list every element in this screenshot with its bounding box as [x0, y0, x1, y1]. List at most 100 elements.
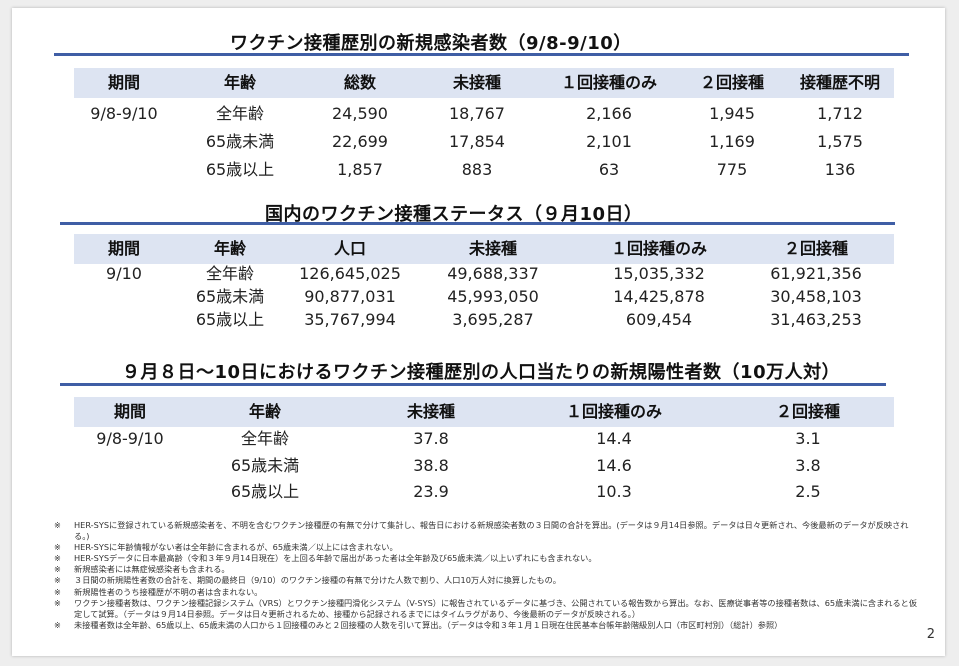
footnote-text: HER-SYSデータに日本最高齢（令和３年９月14日現在）を上回る年齢で届出があ… [74, 553, 597, 564]
section3-cell: 38.8 [413, 456, 449, 475]
section2-cell: 126,645,025 [299, 264, 401, 283]
section2-header-cell: １回接種のみ [610, 239, 707, 258]
section3-cell: 2.5 [795, 482, 821, 501]
section1-cell: 136 [824, 160, 856, 179]
section1-cell: 2,101 [586, 132, 632, 151]
section1-cell: 全年齢 [215, 104, 264, 123]
section2-cell: 30,458,103 [770, 287, 862, 306]
section2-cell: 609,454 [625, 310, 693, 329]
footnote-text: 新規感染者には無症候感染者も含まれる。 [74, 564, 230, 575]
footnote-mark: ※ [54, 575, 61, 586]
section3-cell: 14.4 [596, 429, 632, 448]
section1-title: ワクチン接種歴別の新規感染者数（9/8-9/10） [230, 33, 632, 54]
section1-cell: 1,169 [709, 132, 755, 151]
section1-header-cell: 総数 [343, 73, 376, 92]
section1-cell: 63 [598, 160, 620, 179]
section2-cell: 35,767,994 [304, 310, 396, 329]
section1-cell: 22,699 [332, 132, 388, 151]
page-number: 2 [926, 627, 935, 642]
footnote-item: ※ HER-SYSに年齢情報がない者は全年齢に含まれるが、65歳未満／以上には含ま… [54, 542, 922, 553]
section3-cell: 65歳以上 [230, 482, 300, 501]
section3-rule [60, 383, 886, 386]
footnote-mark: ※ [54, 542, 61, 553]
footnote-mark: ※ [54, 619, 61, 630]
section1-cell: 24,590 [332, 104, 388, 123]
section1-cell: 775 [716, 160, 748, 179]
section2-title: 国内のワクチン接種ステータス（９月10日） [265, 204, 643, 225]
footnote-item: ※ ３日間の新規陽性者数の合計を、期間の最終日（9/10）のワクチン接種の有無で分… [54, 575, 922, 586]
section3-cell: 全年齢 [240, 429, 289, 448]
section2-cell: 90,877,031 [304, 287, 396, 306]
section3-cell: 3.8 [795, 456, 821, 475]
section1-cell: 18,767 [449, 104, 505, 123]
section2-cell: 49,688,337 [447, 264, 539, 283]
section3-cell: 10.3 [596, 482, 632, 501]
section1-cell: 1,857 [337, 160, 383, 179]
section1-cell: 2,166 [586, 104, 632, 123]
section2-header-cell: ２回接種 [783, 239, 848, 258]
section2-cell: 全年齢 [205, 264, 254, 283]
section1-cell: 17,854 [449, 132, 505, 151]
section1-header-cell: ２回接種 [699, 73, 764, 92]
section1-header-cell: 年齢 [223, 73, 256, 92]
section2-header-band [74, 234, 894, 264]
section1-cell: 65歳以上 [205, 160, 275, 179]
footnote-item: ※ HER-SYSデータに日本最高齢（令和３年９月14日現在）を上回る年齢で届出が… [54, 553, 922, 564]
footnote-mark: ※ [54, 597, 61, 608]
section3-title: ９月８日～10日におけるワクチン接種歴別の人口当たりの新規陽性者数（10万人対） [122, 362, 841, 383]
section1-header-band [74, 68, 894, 98]
section3-cell: 3.1 [795, 429, 821, 448]
section2-cell: 15,035,332 [613, 264, 705, 283]
footnote-item: ※ 新規陽性者のうち接種歴が不明の者は含まれない。 [54, 587, 922, 598]
section2-rule [60, 222, 895, 225]
footnote-text: HER-SYSに年齢情報がない者は全年齢に含まれるが、65歳未満／以上には含まれ… [74, 542, 398, 553]
section3-cell: 65歳未満 [230, 456, 300, 475]
footnote-mark: ※ [54, 553, 61, 564]
slide: ワクチン接種歴別の新規感染者数（9/8-9/10） 期間 年齢 総数 未接種 １回接種の… [12, 8, 945, 656]
section2-cell: 45,993,050 [447, 287, 539, 306]
section2-cell: 9/10 [106, 264, 142, 283]
section1-cell: 1,945 [709, 104, 755, 123]
section2-header-cell: 年齢 [213, 239, 246, 258]
section2-cell: 14,425,878 [613, 287, 705, 306]
footnotes: ※ HER-SYSに登録されている新規感染者を、不明を含むワクチン接種歴の有無で分… [54, 520, 922, 631]
section1-header-cell: １回接種のみ [560, 73, 657, 92]
footnote-text: ワクチン接種者数は、ワクチン接種記録システム（VRS）とワクチン接種円滑化システ… [74, 597, 918, 619]
section2-header-cell: 期間 [107, 239, 140, 258]
section2-cell: 31,463,253 [770, 310, 862, 329]
section1-rule [54, 53, 909, 56]
section3-cell: 37.8 [413, 429, 449, 448]
section2-header-cell: 未接種 [468, 239, 517, 258]
section3-header-cell: 年齢 [248, 402, 281, 421]
section1-header-cell: 接種歴不明 [799, 73, 880, 92]
section2-cell: 65歳以上 [195, 310, 265, 329]
section2-cell: 65歳未満 [195, 287, 265, 306]
section2-header-cell: 人口 [333, 239, 366, 258]
footnote-text: HER-SYSに登録されている新規感染者を、不明を含むワクチン接種歴の有無で分け… [74, 520, 909, 542]
section1-cell: 9/8-9/10 [90, 104, 158, 123]
section1-cell: 1,575 [817, 132, 863, 151]
section3-header-cell: ２回接種 [775, 402, 840, 421]
footnote-item: ※ 新規感染者には無症候感染者も含まれる。 [54, 564, 922, 575]
footnote-mark: ※ [54, 586, 61, 597]
footnote-mark: ※ [54, 564, 61, 575]
section3-header-cell: 未接種 [406, 402, 455, 421]
section3-header-cell: 期間 [113, 402, 146, 421]
section1-cell: 65歳未満 [205, 132, 275, 151]
footnote-item: ※ ワクチン接種者数は、ワクチン接種記録システム（VRS）とワクチン接種円滑化シス… [54, 598, 922, 620]
section3-header-cell: １回接種のみ [565, 402, 662, 421]
footnote-item: ※ 未接種者数は全年齢、65歳以上、65歳未満の人口から１回接種のみと２回接種の人… [54, 620, 922, 631]
footnote-text: 未接種者数は全年齢、65歳以上、65歳未満の人口から１回接種のみと２回接種の人数… [74, 619, 783, 630]
section3-cell: 9/8-9/10 [96, 429, 164, 448]
section3-header-band [74, 397, 894, 427]
footnote-text: 新規陽性者のうち接種歴が不明の者は含まれない。 [74, 586, 263, 597]
section3-cell: 14.6 [596, 456, 632, 475]
section1-cell: 1,712 [817, 104, 863, 123]
section3-cell: 23.9 [413, 482, 449, 501]
footnote-item: ※ HER-SYSに登録されている新規感染者を、不明を含むワクチン接種歴の有無で分… [54, 520, 922, 542]
section2-cell: 61,921,356 [770, 264, 862, 283]
section1-header-cell: 期間 [107, 73, 140, 92]
section2-cell: 3,695,287 [452, 310, 534, 329]
footnote-text: ３日間の新規陽性者数の合計を、期間の最終日（9/10）のワクチン接種の有無で分け… [74, 575, 561, 586]
section1-cell: 883 [461, 160, 493, 179]
